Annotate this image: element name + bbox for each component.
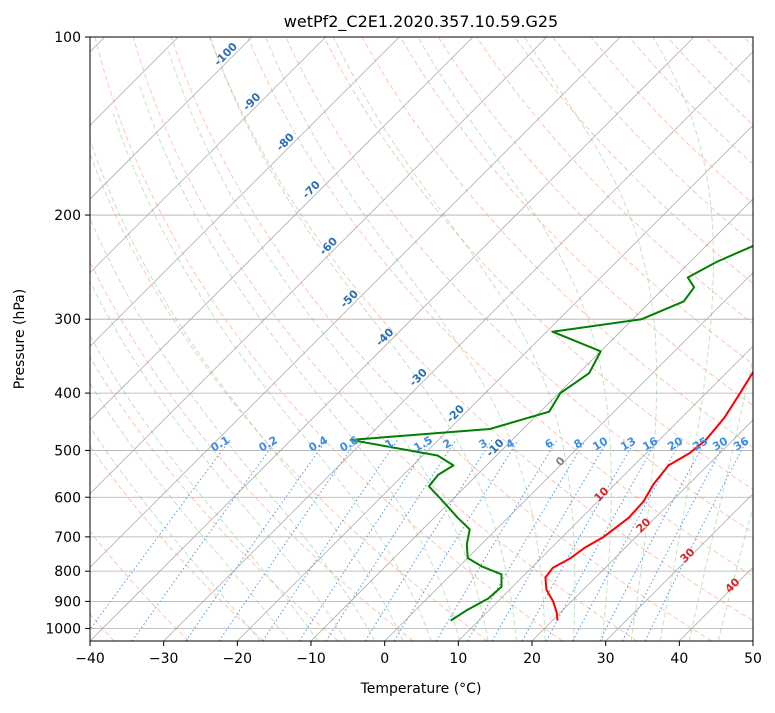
y-tick-label: 1000 (45, 621, 81, 637)
x-tick-label: 40 (670, 651, 688, 667)
y-tick-label: 700 (54, 530, 81, 546)
x-tick-label: −30 (149, 651, 179, 667)
isotherm-line (753, 37, 775, 641)
chart-title: wetPf2_C2E1.2020.357.10.59.G25 (284, 12, 558, 32)
x-tick-label: −10 (296, 651, 326, 667)
y-tick-label: 300 (54, 312, 81, 328)
y-tick-label: 800 (54, 564, 81, 580)
x-tick-label: 30 (597, 651, 615, 667)
y-tick-label: 400 (54, 386, 81, 402)
y-tick-label: 500 (54, 443, 81, 459)
y-tick-label: 100 (54, 30, 81, 46)
y-tick-label: 900 (54, 594, 81, 610)
x-axis-label: Temperature (°C) (360, 681, 482, 697)
x-tick-label: −40 (75, 651, 105, 667)
y-axis-label: Pressure (hPa) (12, 289, 28, 389)
x-tick-label: 10 (449, 651, 467, 667)
y-tick-label: 200 (54, 208, 81, 224)
x-tick-label: 50 (744, 651, 762, 667)
x-tick-label: 20 (523, 651, 541, 667)
y-tick-label: 600 (54, 490, 81, 506)
x-tick-label: −20 (223, 651, 253, 667)
x-tick-label: 0 (380, 651, 389, 667)
